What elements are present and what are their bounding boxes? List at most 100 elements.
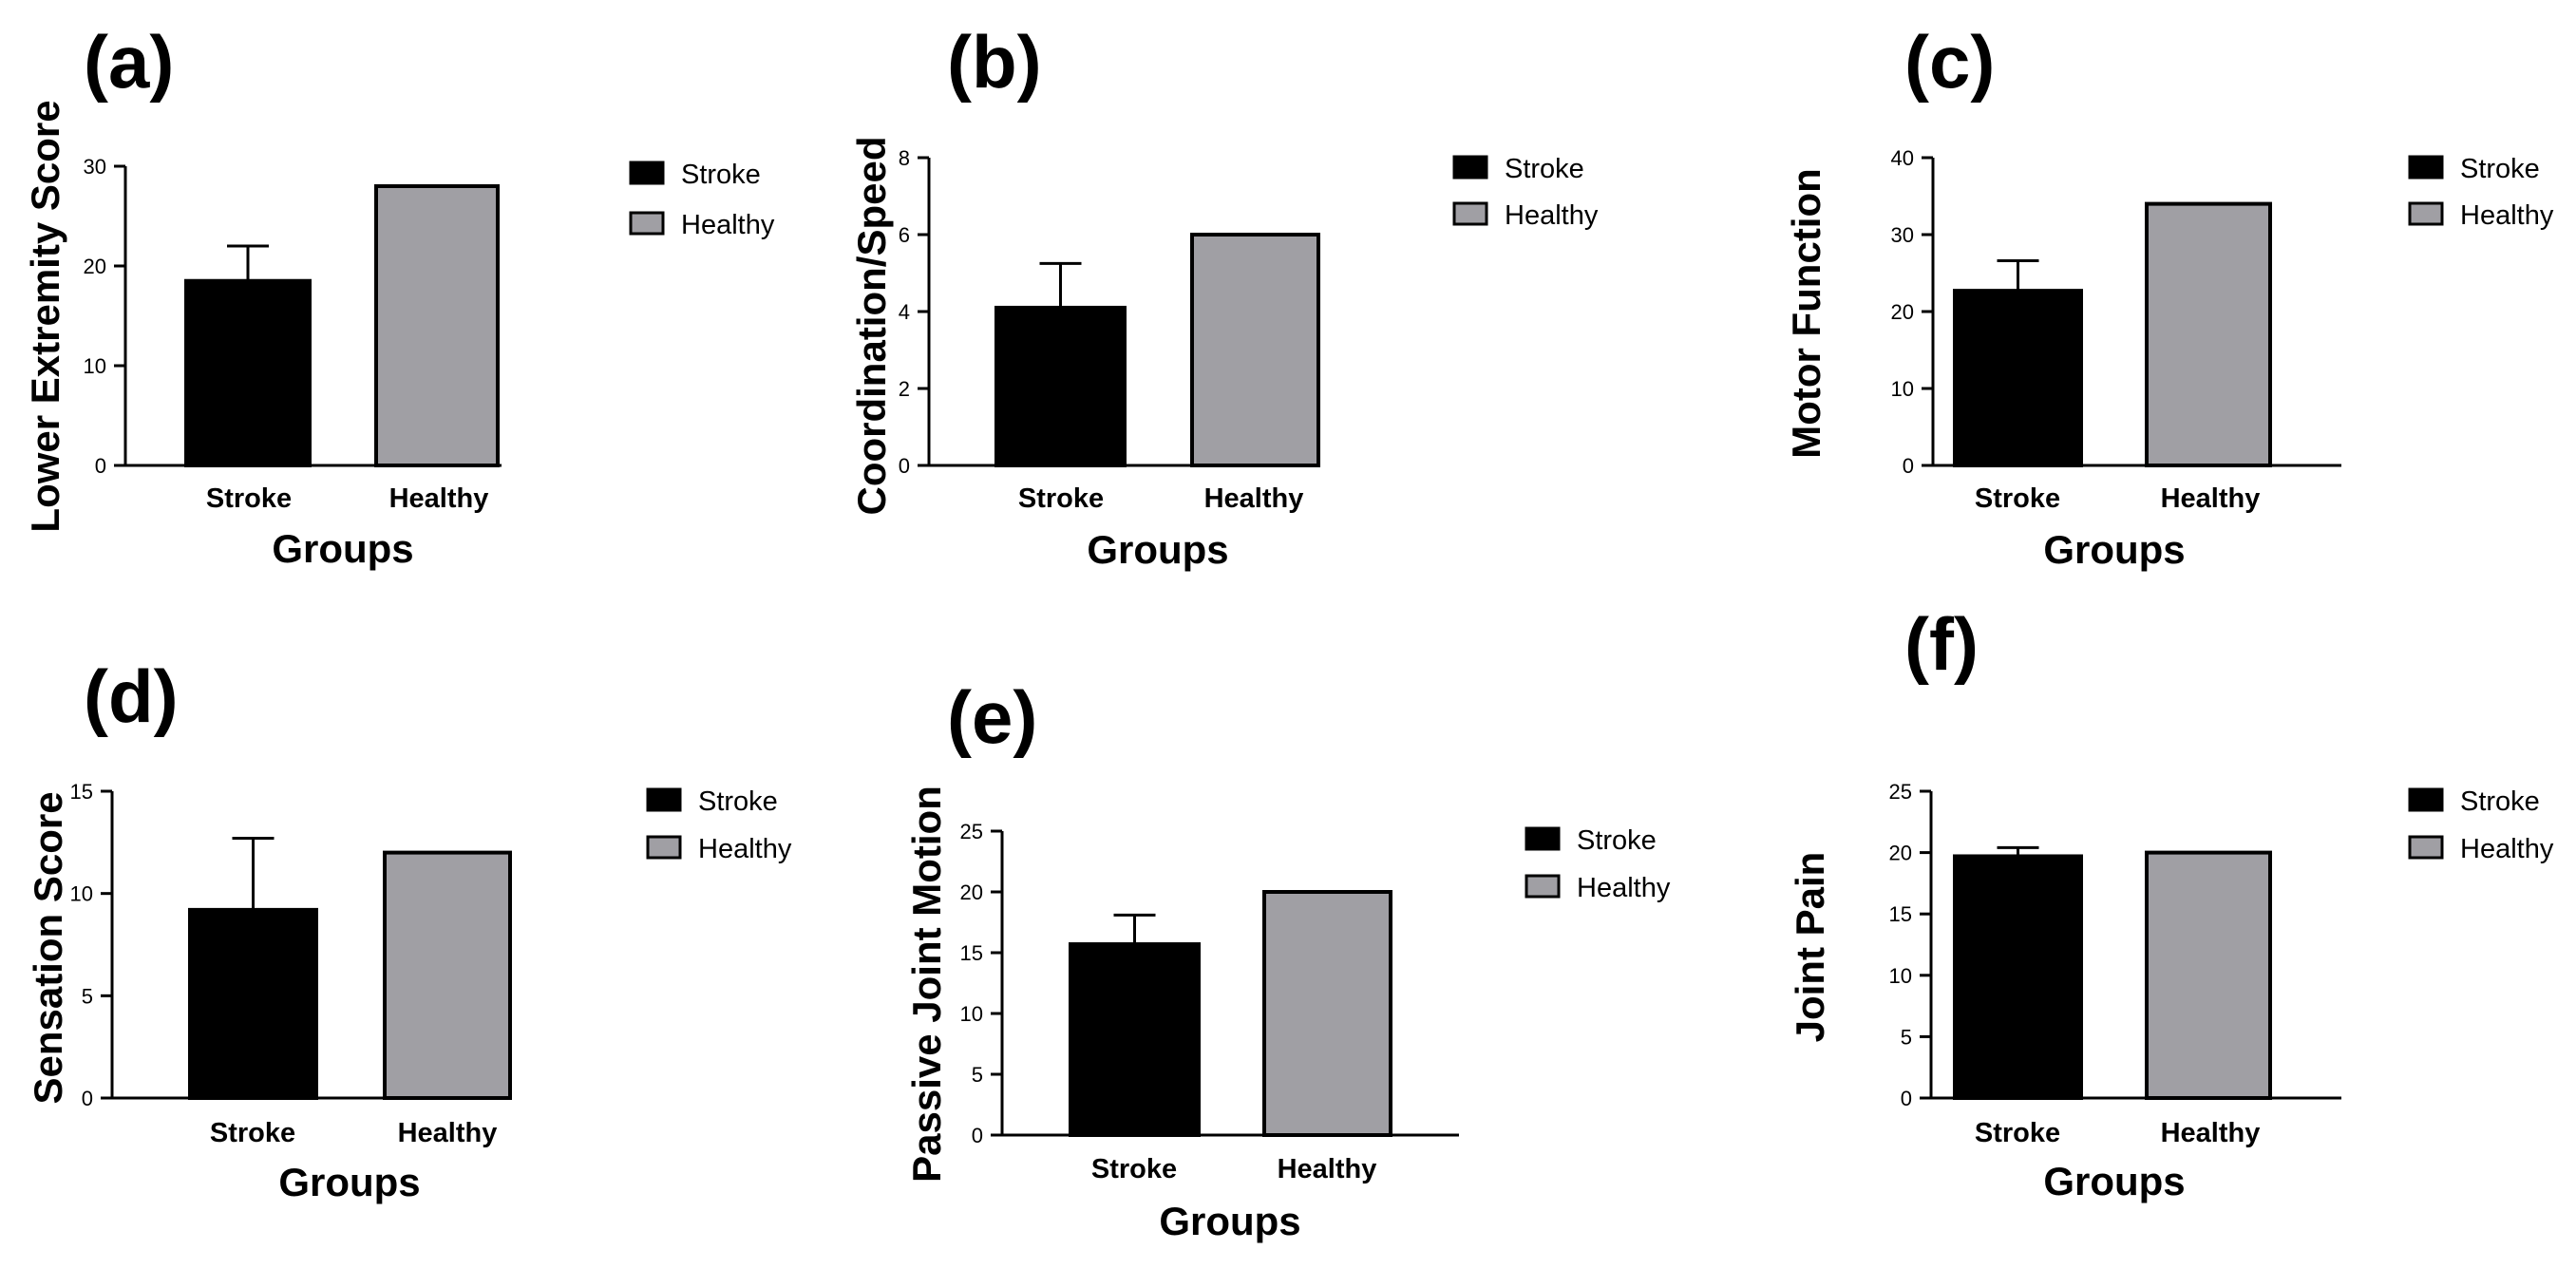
bar-stroke (184, 278, 312, 467)
y-tick-label: 0 (972, 1124, 983, 1147)
y-tick-label: 25 (960, 820, 983, 843)
panel-c: (c) Stroke Healthy 0 10 20 30 40 Motor Function G… (1784, 20, 2554, 572)
category-label-stroke: Stroke (1975, 483, 2060, 514)
category-label-healthy: Healthy (2161, 1118, 2261, 1148)
legend-label-healthy: Healthy (681, 210, 775, 240)
y-axis-label: Lower Extremity Score (23, 100, 67, 532)
panel-a: (a) Stroke Healthy 0 10 20 30 Lower Extremity S… (23, 20, 775, 571)
y-axis-label: Sensation Score (26, 791, 70, 1104)
panel-f: (f) Stroke Healthy 0 5 10 15 20 25 Joint Pain Grou… (1788, 602, 2554, 1203)
x-axis-label: Groups (1159, 1199, 1300, 1243)
panel-label: (a) (84, 20, 174, 104)
bar-healthy (2145, 850, 2272, 1100)
legend-label-healthy: Healthy (2460, 834, 2554, 864)
x-axis-label: Groups (2043, 1159, 2185, 1203)
category-label-healthy: Healthy (389, 483, 489, 514)
y-tick-label: 0 (95, 454, 106, 478)
legend-swatch-stroke (2408, 787, 2444, 812)
x-axis-label: Groups (272, 526, 413, 571)
y-tick-label: 20 (1889, 842, 1912, 865)
y-tick-label: 5 (1901, 1025, 1912, 1049)
category-label-healthy: Healthy (1278, 1154, 1377, 1184)
y-tick-label: 10 (1891, 377, 1914, 401)
bar-stroke (1953, 289, 2083, 467)
y-axis-label: Joint Pain (1788, 852, 1832, 1043)
legend-label-stroke: Stroke (1505, 154, 1584, 184)
y-tick-label: 15 (70, 780, 93, 804)
legend-swatch-stroke (2408, 155, 2444, 180)
legend-swatch-healthy (2408, 201, 2444, 226)
y-tick-label: 30 (84, 155, 106, 179)
category-label-stroke: Stroke (206, 483, 292, 514)
x-axis-label: Groups (1087, 527, 1228, 572)
legend-label-stroke: Stroke (698, 786, 778, 817)
legend-label-stroke: Stroke (2460, 786, 2540, 817)
y-axis-label: Motor Function (1784, 168, 1828, 459)
legend-label-healthy: Healthy (1505, 200, 1599, 231)
legend-label-healthy: Healthy (1577, 873, 1671, 903)
category-label-stroke: Stroke (1975, 1118, 2060, 1148)
y-tick-label: 15 (1889, 902, 1912, 926)
legend-label-stroke: Stroke (1577, 825, 1657, 856)
legend-swatch-stroke (646, 787, 682, 812)
y-tick-label: 30 (1891, 223, 1914, 247)
category-label-stroke: Stroke (1091, 1154, 1177, 1184)
legend-swatch-healthy (646, 835, 682, 860)
y-tick-label: 15 (960, 941, 983, 965)
category-label-stroke: Stroke (1018, 483, 1104, 514)
x-axis-label: Groups (2043, 527, 2185, 572)
category-label-healthy: Healthy (1204, 483, 1304, 514)
legend-label-healthy: Healthy (2460, 200, 2554, 231)
y-tick-label: 10 (70, 882, 93, 906)
legend-swatch-healthy (2408, 835, 2444, 860)
y-tick-label: 10 (960, 1002, 983, 1026)
y-tick-label: 20 (960, 881, 983, 904)
y-tick-label: 0 (899, 454, 910, 478)
panel-label: (e) (947, 675, 1037, 759)
legend-label-stroke: Stroke (681, 160, 761, 190)
panel-label: (c) (1904, 20, 1995, 104)
y-axis-label: Coordination/Speed (849, 137, 894, 516)
y-tick-label: 5 (82, 984, 93, 1008)
panel-label: (b) (947, 20, 1042, 104)
legend-swatch-stroke (629, 161, 665, 185)
y-tick-label: 5 (972, 1063, 983, 1087)
legend-swatch-healthy (1452, 201, 1488, 226)
legend-swatch-healthy (629, 211, 665, 236)
panel-e: (e) Stroke Healthy 0 5 10 15 20 25 Passive Joint … (904, 675, 1671, 1243)
category-label-stroke: Stroke (210, 1118, 295, 1148)
y-tick-label: 4 (899, 300, 910, 324)
category-label-healthy: Healthy (398, 1118, 498, 1148)
bar-stroke (994, 305, 1127, 468)
category-label-healthy: Healthy (2161, 483, 2261, 514)
panel-label: (d) (84, 654, 179, 738)
y-tick-label: 0 (1903, 454, 1914, 478)
y-tick-label: 0 (1901, 1087, 1912, 1110)
bar-stroke (1953, 854, 2083, 1101)
y-tick-label: 2 (899, 377, 910, 401)
legend-label-stroke: Stroke (2460, 154, 2540, 184)
x-axis-label: Groups (278, 1160, 420, 1204)
bar-healthy (383, 850, 512, 1100)
bar-healthy (374, 184, 500, 467)
bar-healthy (1262, 890, 1392, 1137)
y-tick-label: 25 (1889, 780, 1912, 804)
bar-stroke (1069, 942, 1201, 1137)
legend-swatch-stroke (1525, 826, 1561, 851)
y-axis-label: Passive Joint Motion (904, 786, 949, 1183)
bar-healthy (1190, 233, 1320, 467)
y-tick-label: 10 (1889, 964, 1912, 988)
y-tick-label: 0 (82, 1087, 93, 1110)
y-tick-label: 6 (899, 223, 910, 247)
legend-label-healthy: Healthy (698, 834, 792, 864)
y-tick-label: 20 (1891, 300, 1914, 324)
bar-healthy (2145, 201, 2272, 467)
bar-stroke (188, 907, 318, 1100)
y-tick-label: 10 (84, 354, 106, 378)
y-tick-label: 40 (1891, 146, 1914, 170)
y-tick-label: 20 (84, 255, 106, 278)
panel-label: (f) (1904, 602, 1979, 686)
